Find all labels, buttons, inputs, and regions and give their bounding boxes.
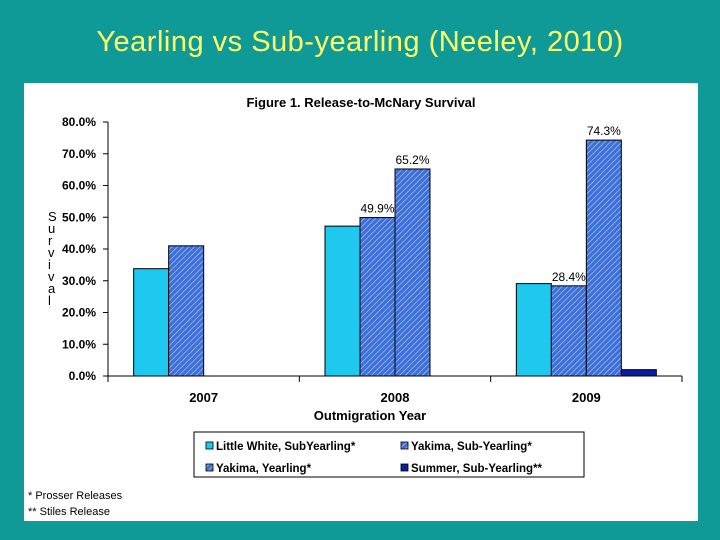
data-label: 65.2%	[395, 153, 429, 167]
data-label: 74.3%	[587, 124, 621, 138]
x-tick-label: 2008	[381, 390, 410, 405]
y-tick-label: 20.0%	[62, 306, 96, 320]
legend-box	[193, 431, 585, 478]
legend-label: Little White, SubYearling*	[216, 441, 356, 453]
x-tick-label: 2007	[189, 390, 218, 405]
y-tick-label: 80.0%	[62, 115, 96, 129]
legend-label: Summer, Sub-Yearling**	[411, 463, 543, 475]
slide-title: Yearling vs Sub-yearling (Neeley, 2010)	[96, 26, 624, 58]
footnote-stiles: ** Stiles Release	[28, 506, 110, 518]
data-label: 49.9%	[360, 202, 394, 216]
x-tick-label: 2009	[572, 390, 601, 405]
legend-label: Yakima, Sub-Yearling*	[411, 441, 532, 453]
legend-swatch	[400, 463, 409, 472]
data-label: 28.4%	[552, 270, 586, 284]
x-axis-label: Outmigration Year	[314, 408, 426, 423]
y-tick-label: 10.0%	[62, 337, 96, 351]
y-tick-label: 70.0%	[62, 147, 96, 161]
bar-2009-series-1	[515, 283, 552, 377]
chart-svg: Figure 1. Release-to-McNary Survival 0.0%…	[48, 95, 683, 478]
chart-title: Figure 1. Release-to-McNary Survival	[246, 95, 475, 110]
legend-label: Yakima, Yearling*	[216, 463, 312, 475]
y-tick-label: 30.0%	[62, 274, 96, 288]
y-tick-label: 60.0%	[62, 179, 96, 193]
legend-swatch	[205, 463, 214, 472]
bar-2009-series-2	[550, 285, 587, 377]
chart-panel: Figure 1. Release-to-McNary Survival 0.0%…	[24, 83, 698, 521]
bar-2007-series-1	[133, 268, 170, 377]
bar-2008-series-3	[394, 168, 431, 377]
footnote-prosser: * Prosser Releases	[28, 490, 123, 502]
legend-swatch	[400, 441, 409, 450]
y-tick-label: 40.0%	[62, 242, 96, 256]
legend-swatch	[205, 441, 214, 450]
bar-2009-series-4	[620, 369, 657, 377]
bar-2007-series-2	[168, 245, 205, 377]
bar-2009-series-3	[585, 139, 622, 377]
y-tick-label: 0.0%	[69, 369, 97, 383]
y-tick-label: 50.0%	[62, 210, 96, 224]
bar-2008-series-2	[359, 217, 396, 377]
bar-2008-series-1	[324, 225, 361, 377]
